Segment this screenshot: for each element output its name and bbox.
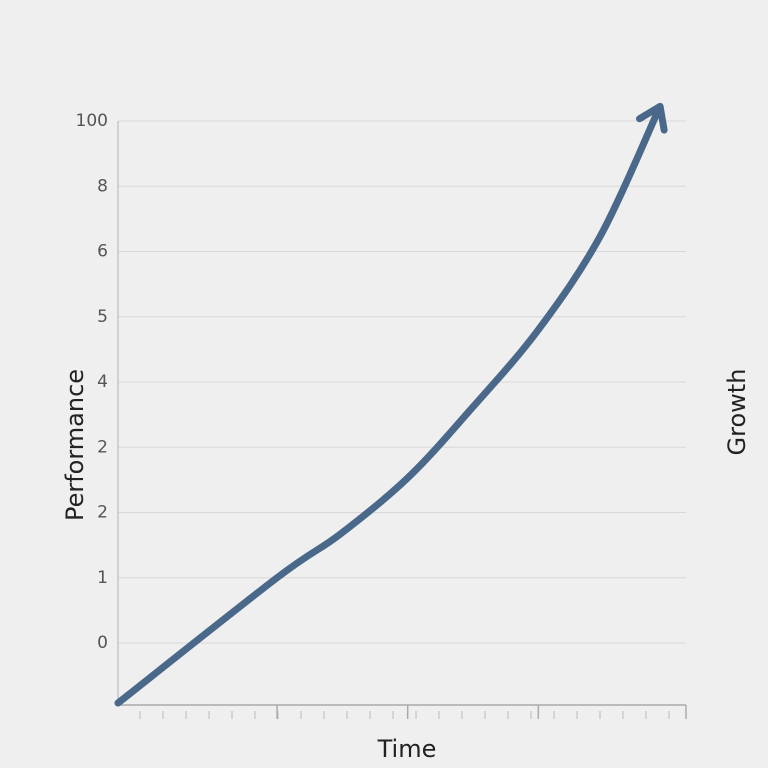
x-axis-title: Time — [377, 735, 437, 763]
y-tick-label: 0 — [97, 633, 108, 653]
y-tick-label: 8 — [97, 176, 108, 196]
y-tick-label: 2 — [97, 503, 108, 523]
y-tick-label: 2 — [97, 437, 108, 457]
y-tick-label: 4 — [97, 372, 108, 392]
y-tick-label: 100 — [76, 111, 108, 131]
arrow-head — [636, 102, 668, 134]
y-tick-label: 6 — [97, 242, 108, 262]
y-tick-label: 1 — [97, 568, 108, 588]
y-axis-title: Performance — [61, 369, 89, 521]
y2-axis-title: Growth — [723, 369, 751, 456]
y-tick-label: 5 — [97, 307, 108, 327]
growth-line — [114, 108, 662, 707]
